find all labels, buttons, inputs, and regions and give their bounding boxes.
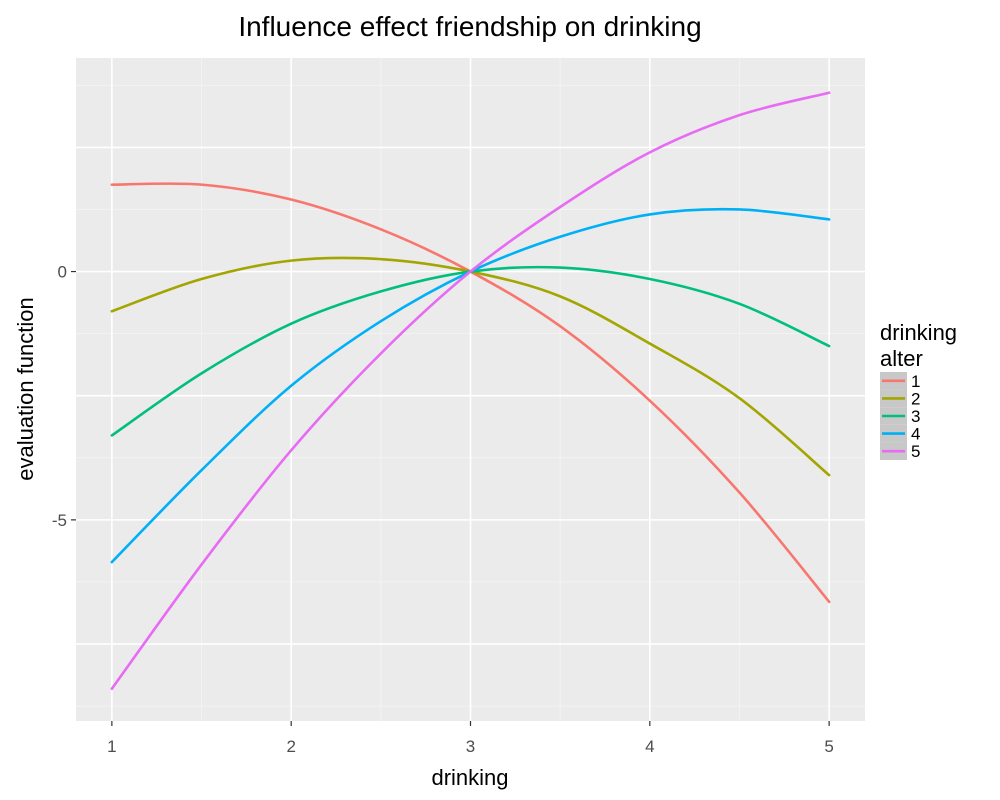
series-lines [110, 91, 831, 691]
series-line-5 [110, 91, 831, 691]
y-axis: -5 0 [52, 263, 76, 530]
x-tick-label: 4 [645, 737, 654, 756]
legend-label-1: 1 [911, 372, 920, 391]
x-tick-label: 1 [107, 737, 116, 756]
legend-label-4: 4 [911, 425, 920, 444]
legend-title-line1: drinking [880, 320, 957, 345]
series-line-2 [110, 256, 831, 477]
y-axis-title: evaluation function [13, 297, 38, 480]
y-tick-label: -5 [52, 511, 67, 530]
series-line-4 [110, 207, 831, 564]
x-tick-label: 5 [824, 737, 833, 756]
x-tick-label: 2 [286, 737, 295, 756]
x-axis-title: drinking [431, 765, 508, 790]
legend-label-5: 5 [911, 442, 920, 461]
x-tick-label: 3 [466, 737, 475, 756]
legend-label-2: 2 [911, 389, 920, 408]
legend-title-line2: alter [880, 346, 923, 371]
y-tick-label: 0 [58, 263, 67, 282]
series-line-1 [110, 182, 831, 604]
legend-label-3: 3 [911, 407, 920, 426]
chart-title: Influence effect friendship on drinking [238, 11, 701, 42]
x-axis: 1 2 3 4 5 [107, 721, 834, 756]
